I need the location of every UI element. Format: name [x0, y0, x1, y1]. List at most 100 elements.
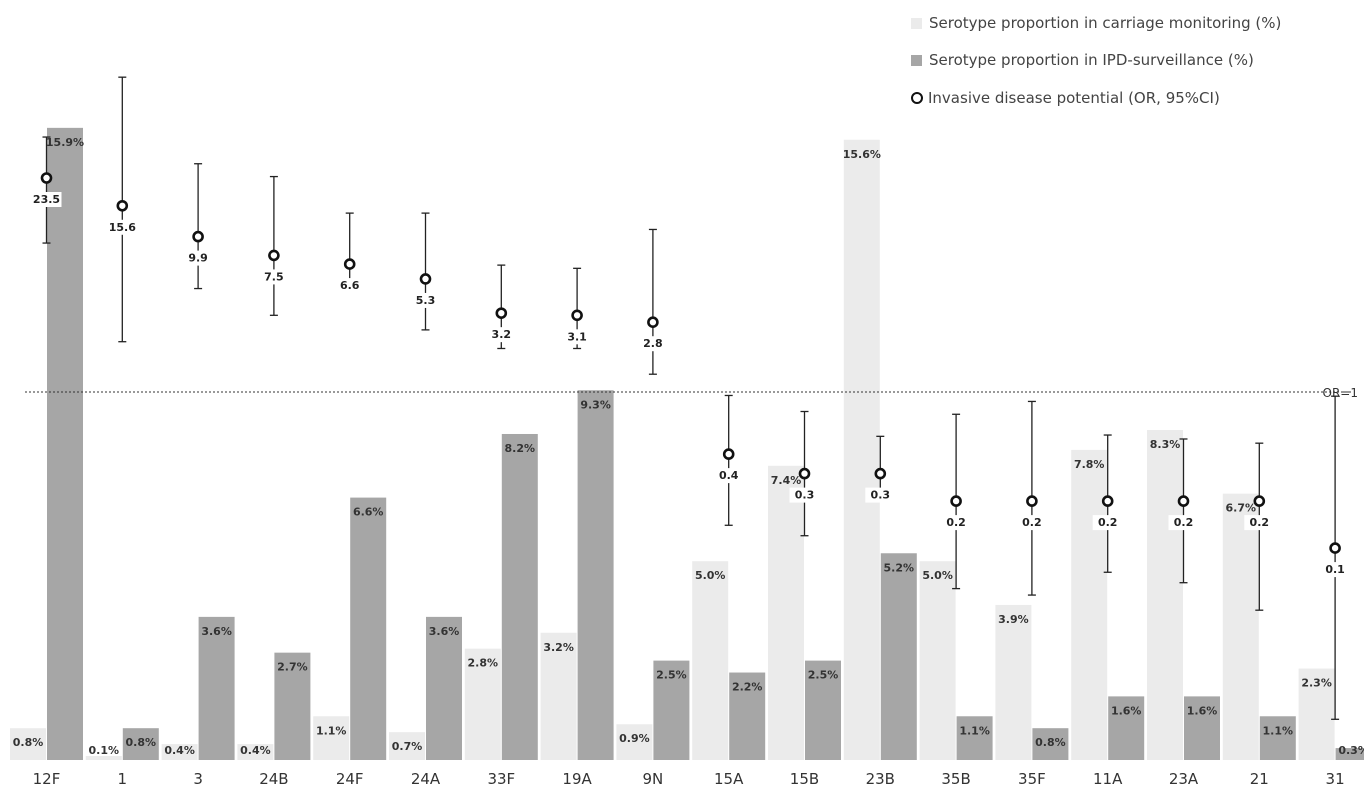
bar-label-carriage-24A: 0.7% [392, 740, 423, 753]
legend-label-carriage: Serotype proportion in carriage monitori… [929, 14, 1282, 32]
or-label-bg-11A [1092, 515, 1123, 531]
legend-label-or: Invasive disease potential (OR, 95%CI) [928, 89, 1220, 107]
bar-label-carriage-11A: 7.8% [1074, 458, 1105, 471]
or-label-bg-1 [107, 219, 138, 235]
x-tick-21: 21 [1250, 770, 1269, 788]
or-label-15A: 0.4 [719, 469, 739, 482]
or-label-19A: 3.1 [567, 330, 587, 343]
or-point-35F [1026, 495, 1038, 507]
or-label-35B: 0.2 [946, 516, 966, 529]
or-label-15B: 0.3 [795, 489, 815, 502]
x-tick-33F: 33F [487, 770, 515, 788]
or-label-9N: 2.8 [643, 337, 663, 350]
x-tick-3: 3 [193, 770, 203, 788]
bar-carriage-19A [540, 632, 577, 760]
bar-label-carriage-24B: 0.4% [240, 744, 271, 757]
or-label-bg-9N [637, 336, 668, 352]
or-label-bg-3 [183, 250, 214, 266]
x-tick-15B: 15B [790, 770, 819, 788]
bar-ipd-11A [1108, 696, 1145, 760]
bar-label-ipd-24A: 3.6% [429, 625, 460, 638]
or-label-12F: 23.5 [33, 193, 60, 206]
x-tick-15A: 15A [714, 770, 744, 788]
bar-ipd-35B [956, 716, 993, 760]
or-label-bg-35F [1016, 515, 1047, 531]
bar-label-ipd-23B: 5.2% [884, 561, 915, 574]
legend-item-ipd: Serotype proportion in IPD-surveillance … [911, 49, 1254, 71]
x-tick-1: 1 [118, 770, 128, 788]
bar-carriage-15A [692, 561, 729, 760]
bar-label-carriage-1: 0.1% [89, 744, 120, 757]
or-label-23B: 0.3 [871, 489, 891, 502]
x-tick-23A: 23A [1169, 770, 1199, 788]
x-tick-35B: 35B [941, 770, 970, 788]
or-point-21 [1253, 495, 1266, 507]
or-label-21: 0.2 [1250, 516, 1270, 529]
bar-carriage-33F [464, 648, 501, 760]
bar-carriage-12F [10, 728, 46, 760]
bar-ipd-24B [274, 652, 311, 760]
legend-swatch-carriage [911, 17, 922, 29]
bar-carriage-3 [161, 744, 198, 760]
or-label-bg-12F [31, 192, 62, 207]
bar-label-carriage-19A: 3.2% [543, 641, 574, 654]
bar-ipd-35F [1032, 728, 1069, 760]
bar-carriage-35B [919, 561, 956, 760]
bar-label-ipd-21: 1.1% [1263, 724, 1294, 737]
bar-ipd-23A [1184, 696, 1220, 760]
bar-ipd-15B [805, 660, 841, 760]
or-label-24A: 5.3 [416, 294, 436, 307]
or-layer: 23.5 15.6 9.9 7.5 6.6 5.3 3.2 3.1 2.8 0.4 0.3 0.3 0.… [31, 76, 1351, 720]
or-point-1 [116, 199, 129, 212]
legend-swatch-ipd [911, 54, 922, 66]
bar-carriage-23A [1147, 430, 1183, 760]
or-label-bg-15B [789, 487, 820, 503]
legend-item-or: Invasive disease potential (OR, 95%CI) [911, 87, 1220, 109]
bar-label-ipd-24B: 2.7% [277, 661, 308, 674]
or-label-33F: 3.2 [492, 328, 512, 341]
bar-label-ipd-9N: 2.5% [656, 669, 687, 682]
x-tick-35F: 35F [1018, 770, 1046, 788]
bar-carriage-24F [313, 716, 350, 760]
bar-ipd-12F [47, 127, 83, 760]
x-tick-11A: 11A [1093, 770, 1123, 788]
x-tick-31: 31 [1326, 770, 1345, 788]
bar-label-ipd-3: 3.6% [201, 625, 232, 638]
or-label-bg-24F [334, 278, 365, 294]
bar-carriage-24B [237, 744, 274, 760]
bar-ipd-1 [122, 728, 159, 760]
bar-ipd-33F [501, 433, 538, 760]
bar-ipd-15A [729, 672, 766, 760]
bar-ipd-9N [653, 660, 690, 760]
legend-marker-or [911, 92, 923, 104]
bar-carriage-31 [1298, 668, 1335, 760]
bar-ipd-24F [350, 497, 387, 760]
bar-carriage-15B [768, 465, 804, 760]
or-label-bg-23A [1168, 515, 1199, 531]
or-point-15B [798, 467, 811, 480]
x-tick-19A: 19A [562, 770, 592, 788]
or-label-bg-24B [258, 269, 289, 285]
or-point-33F [495, 307, 508, 319]
x-axis-ticks: 12F 1 3 24B 24F 24A 33F 19A 9N 15A 15B 23B 35B 35F 11A… [33, 770, 1345, 788]
bar-label-carriage-35B: 5.0% [922, 569, 953, 582]
bar-label-carriage-33F: 2.8% [468, 657, 499, 670]
or-point-31 [1329, 542, 1341, 554]
bar-label-carriage-23B: 15.6% [843, 148, 881, 161]
x-tick-24A: 24A [411, 770, 441, 788]
bar-ipd-3 [198, 616, 235, 760]
bar-label-carriage-23A: 8.3% [1150, 438, 1181, 451]
x-tick-24F: 24F [336, 770, 364, 788]
or-label-35F: 0.2 [1022, 516, 1042, 529]
or-point-19A [571, 309, 583, 322]
or-label-bg-23B [865, 487, 896, 503]
or-point-24F [343, 258, 356, 270]
or-point-12F [40, 172, 53, 184]
bar-label-ipd-31: 0.3% [1338, 744, 1364, 757]
legend-label-ipd: Serotype proportion in IPD-surveillance … [929, 51, 1254, 69]
or-point-3 [192, 230, 204, 243]
bar-label-ipd-35B: 1.1% [959, 724, 990, 737]
or-label-bg-19A [562, 329, 593, 345]
bar-carriage-11A [1071, 449, 1108, 760]
bar-label-carriage-3: 0.4% [164, 744, 195, 757]
